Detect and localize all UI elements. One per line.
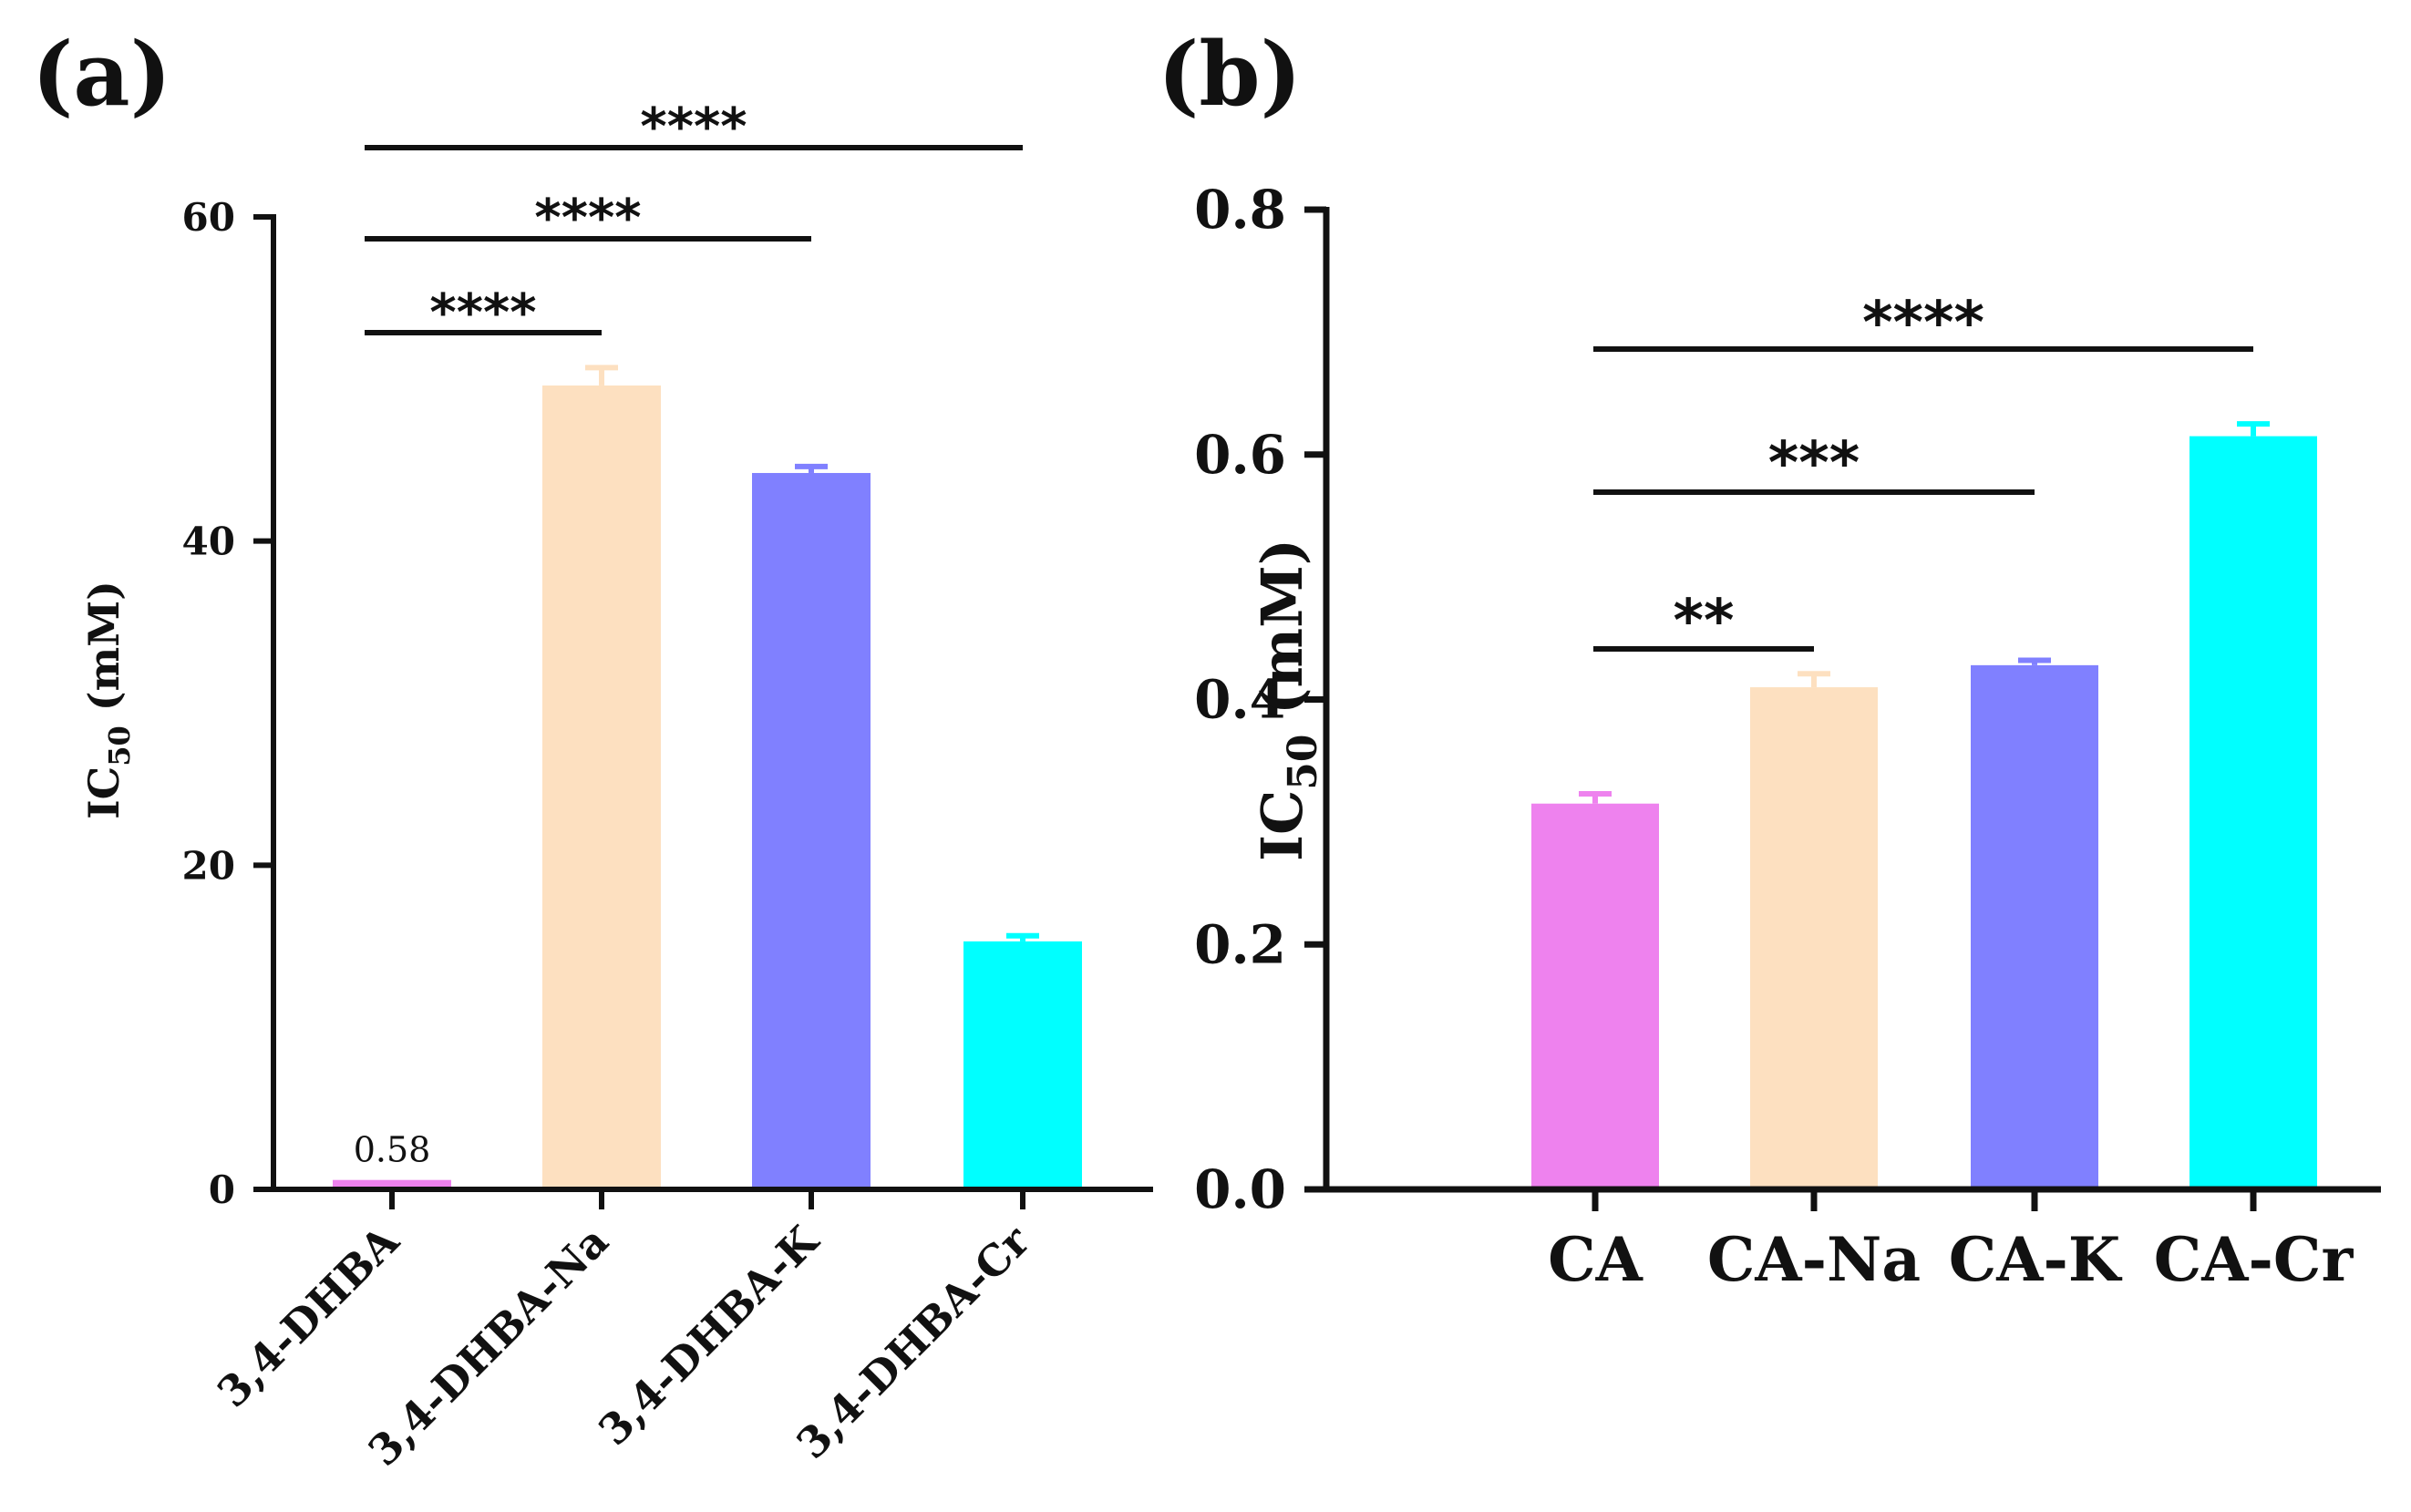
panel-a-bar-3 [752,472,871,1189]
panel-b-y-tick-label: 0.8 [1194,179,1286,241]
panel-b-significance-stars-1: ** [1674,588,1735,655]
panel-b-significance-stars-2: *** [1768,430,1860,498]
panel-b-bar-1 [1531,803,1659,1189]
panel-a-y-axis-label: IC50 (mM) [79,581,137,819]
panel-b-y-axis-label-sub: 50 [1280,734,1326,789]
panel-b-bar-2 [1750,687,1878,1189]
panel-b-x-tick-label: CA-Cr [2154,1224,2354,1295]
panel-a-chart: (a) 02040603,4-DHBA3,4-DHBA-Na3,4-DHBA-K… [32,23,1153,1476]
panel-a-x-tick-label: 3,4-DHBA [208,1216,409,1417]
panel-a-x-tick-label: 3,4-DHBA-K [589,1215,829,1455]
panel-a-y-axis-label-sub: 50 [102,725,137,766]
panel-a-y-tick-label: 60 [182,195,235,240]
panel-b-y-tick-label: 0.0 [1194,1158,1286,1220]
panel-b-y-tick-label: 0.2 [1194,913,1286,975]
panel-b-y-axis-label-main: IC [1249,790,1315,861]
panel-b-label: (b) [1158,23,1302,126]
panel-a-bar-1 [333,1179,451,1189]
panel-a-y-tick-label: 0 [209,1167,235,1212]
panel-a-y-tick-label: 20 [182,843,235,888]
panel-b-significance-stars-3: **** [1862,290,1984,357]
panel-a-bar-2 [542,385,661,1189]
panel-b-x-tick-label: CA [1548,1224,1643,1295]
panel-a-significance-stars-2: **** [534,189,641,248]
panel-b-x-tick-label: CA-Na [1707,1224,1921,1295]
panel-b-x-tick-label: CA-K [1949,1224,2123,1295]
panel-b-y-axis-label-unit: (mM) [1249,539,1315,735]
panel-a-significance-stars-1: **** [429,283,536,343]
panel-b-y-tick-label: 0.4 [1194,669,1286,731]
panel-a-y-axis-label-unit: (mM) [79,581,129,725]
panel-a-bar-4 [963,941,1082,1189]
panel-a-significance-stars-3: **** [640,98,747,157]
panel-a-y-axis-label-main: IC [79,766,129,819]
panel-b-y-tick-label: 0.6 [1194,424,1286,486]
panel-b-chart: (b) 0.0 0.2 0.4 0.6 0.8 CA CA-Na CA-K CA-Cr IC50 … [1158,23,2381,1295]
panel-a-y-tick-label: 40 [182,519,235,564]
panel-a-data-label: 0.58 [354,1130,431,1170]
panel-a-label: (a) [32,23,171,126]
panel-b-bar-4 [2189,436,2317,1189]
panel-b-y-axis-label: IC50 (mM) [1249,539,1326,861]
panel-b-bar-3 [1971,664,2098,1189]
